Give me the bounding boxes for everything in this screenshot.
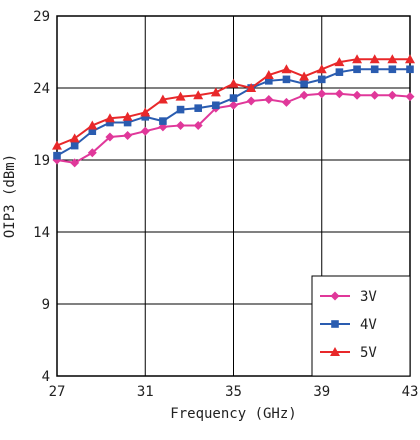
legend-box [311, 275, 411, 377]
y-tick-label: 24 [33, 81, 50, 97]
data-point-4V [282, 75, 291, 84]
data-point-5V [122, 111, 133, 121]
data-point-4V [317, 75, 326, 84]
legend-marker-square [331, 320, 339, 328]
data-point-5V [140, 107, 151, 117]
series-5V [52, 54, 415, 150]
data-point-4V [353, 65, 361, 74]
y-axis-title: OIP3 (dBm) [2, 154, 18, 238]
data-point-5V [52, 140, 62, 150]
data-point-5V [193, 90, 204, 100]
data-point-3V [193, 120, 203, 130]
data-point-3V [87, 148, 97, 158]
series-4V [53, 65, 414, 160]
data-point-4V [300, 79, 308, 88]
data-point-3V [405, 92, 415, 102]
data-point-5V [316, 64, 327, 74]
data-point-5V [369, 54, 380, 64]
data-point-3V [299, 90, 309, 100]
x-tick-label: 27 [49, 384, 66, 400]
data-point-5V [299, 71, 310, 81]
data-point-3V [105, 132, 115, 142]
y-tick-label: 29 [33, 9, 50, 25]
data-point-4V [229, 94, 238, 102]
y-tick-label: 4 [42, 369, 50, 385]
data-point-4V [88, 127, 97, 135]
y-tick-label: 9 [42, 297, 50, 313]
data-point-3V [281, 97, 291, 107]
data-point-3V [264, 95, 274, 105]
data-point-5V [210, 87, 221, 97]
data-point-4V [176, 105, 185, 114]
data-point-5V [352, 54, 363, 64]
data-point-3V [140, 126, 150, 136]
legend-item-4V: 4V [320, 317, 377, 333]
x-axis-title: Frequency (GHz) [170, 406, 296, 422]
data-point-5V [228, 78, 239, 88]
data-point-5V [87, 120, 98, 130]
data-point-4V [70, 141, 79, 150]
data-point-3V [317, 89, 327, 99]
data-point-3V [70, 158, 80, 168]
legend-label: 3V [360, 289, 377, 305]
data-point-3V [229, 100, 238, 110]
data-point-5V [246, 83, 257, 92]
data-point-4V [212, 101, 220, 110]
data-point-4V [265, 77, 273, 85]
legend-marker-triangle [330, 347, 340, 356]
legend: 3V 4V 5V [311, 275, 411, 377]
data-point-5V [405, 54, 415, 64]
data-point-4V [123, 118, 132, 127]
data-point-5V [157, 94, 168, 104]
legend-item-5V: 5V [320, 345, 377, 361]
y-tick-label: 14 [33, 225, 50, 241]
data-point-4V [53, 151, 61, 160]
data-point-3V [246, 96, 256, 106]
data-point-5V [387, 54, 398, 64]
data-point-4V [106, 118, 114, 127]
plot-frame [56, 15, 411, 377]
data-point-5V [263, 70, 274, 80]
tick-labels: 27 31 35 39 43 4 9 14 19 24 29 [33, 9, 418, 400]
data-point-3V [334, 89, 344, 99]
data-point-5V [104, 113, 115, 123]
legend-label: 4V [360, 317, 377, 333]
data-point-4V [194, 104, 202, 112]
legend-label: 5V [360, 345, 377, 361]
data-point-4V [335, 68, 344, 76]
data-point-3V [123, 131, 133, 141]
x-tick-label: 43 [402, 384, 419, 400]
data-point-3V [387, 90, 397, 100]
series-layer [52, 54, 415, 168]
data-point-3V [176, 120, 186, 130]
data-point-4V [141, 113, 150, 121]
legend-item-3V: 3V [320, 289, 377, 305]
data-point-5V [69, 133, 80, 143]
x-tick-label: 31 [137, 384, 154, 400]
data-point-5V [281, 64, 292, 74]
legend-marker-diamond [330, 291, 340, 301]
x-tick-label: 35 [225, 384, 242, 400]
data-point-3V [370, 90, 380, 100]
data-point-5V [334, 57, 345, 67]
data-point-5V [175, 91, 186, 101]
data-point-4V [406, 65, 414, 74]
data-point-4V [388, 65, 397, 74]
x-tick-label: 39 [313, 384, 330, 400]
data-point-4V [370, 65, 379, 74]
data-point-4V [159, 117, 167, 125]
y-tick-label: 19 [33, 153, 50, 169]
data-point-3V [352, 90, 362, 100]
